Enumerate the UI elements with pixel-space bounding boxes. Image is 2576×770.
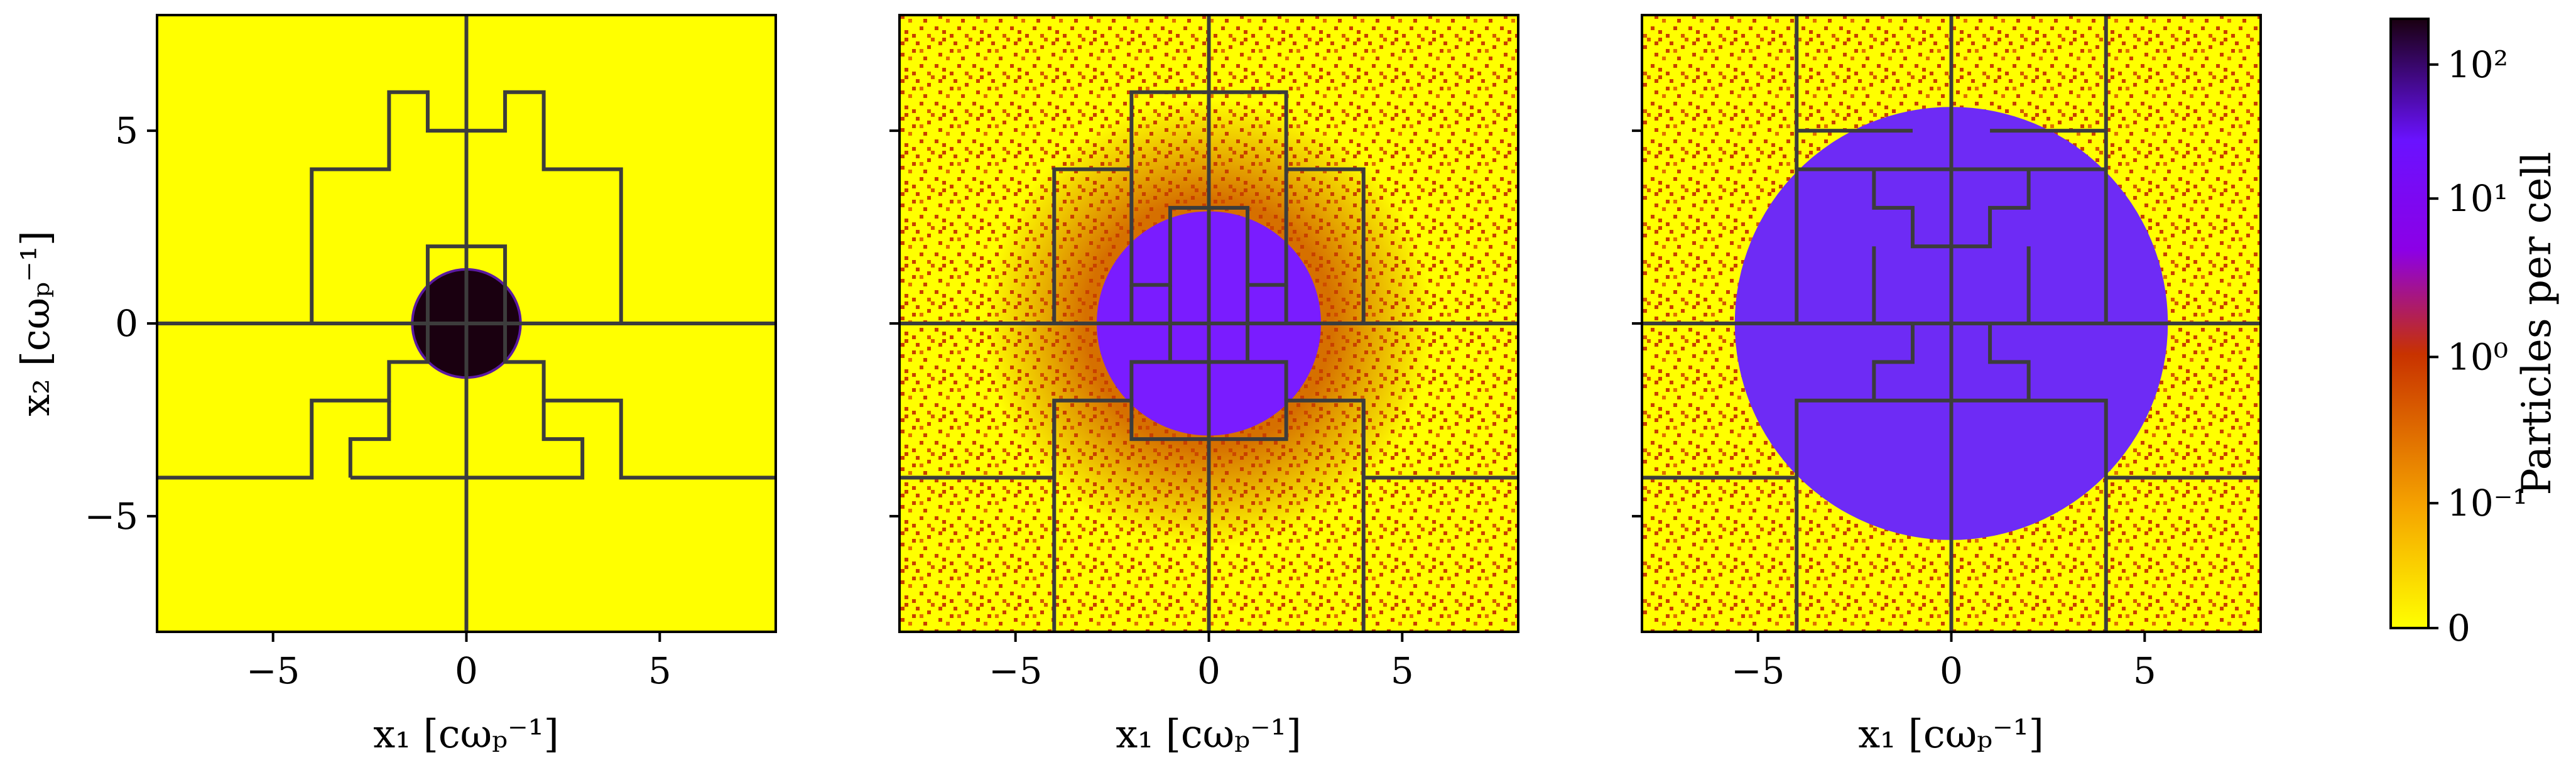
colorbar-tick-label: 10⁰ [2447, 335, 2508, 378]
x-tick-label: 0 [1197, 649, 1220, 692]
x-axis-label-panel-2: x₁ [cωₚ⁻¹] [1116, 711, 1302, 757]
y-tick-label: −5 [85, 495, 139, 538]
y-tick-label: 0 [115, 302, 138, 345]
subdomain-line [310, 90, 623, 323]
x-tick-label: −5 [1731, 649, 1785, 692]
x-tick-label: −5 [246, 649, 300, 692]
x-tick-label: 0 [455, 649, 478, 692]
colorbar-label: Particles per cell [2514, 152, 2560, 496]
panel-2-subdomain-boundaries [899, 15, 1518, 632]
colorbar-tick-label: 0 [2447, 607, 2470, 649]
colorbar: 0 10⁻¹ 10⁰ 10¹ 10² Particles per cell [2389, 18, 2560, 649]
subdomain-line [1795, 167, 2108, 323]
x-axis-label-panel-1: x₁ [cωₚ⁻¹] [373, 711, 559, 757]
x-tick-label: 0 [1940, 649, 1963, 692]
subdomain-line [1129, 360, 1288, 401]
x-tick-label: 5 [1391, 649, 1414, 692]
colorbar-ticks: 0 10⁻¹ 10⁰ 10¹ 10² [2428, 43, 2528, 649]
subdomain-line [1872, 169, 2031, 249]
x-tick-label: 5 [2133, 649, 2156, 692]
subdomain-line [1052, 90, 1366, 323]
panel-2 [898, 14, 1519, 633]
subdomain-line [1129, 169, 1288, 287]
x-tick-label: 5 [648, 649, 671, 692]
x-tick-label: −5 [989, 649, 1043, 692]
subdomain-line [425, 244, 508, 323]
x-axis-label-panel-3: x₁ [cωₚ⁻¹] [1858, 711, 2044, 757]
panel-1 [156, 14, 777, 633]
panel-1-subdomain-boundaries [157, 15, 776, 632]
colorbar-frame [2389, 18, 2430, 629]
subdomain-line [350, 400, 585, 480]
colorbar-tick-label: 10⁻¹ [2447, 482, 2528, 524]
colorbar-gradient [2391, 19, 2428, 628]
subdomain-line [348, 400, 391, 478]
colorbar-tick-label: 10² [2447, 43, 2508, 86]
panel-3 [1641, 14, 2262, 633]
subdomain-line [1872, 323, 1915, 401]
y-axis-label: x₂ [cωₚ⁻¹] [13, 230, 58, 416]
panel-3-subdomain-boundaries [1642, 15, 2261, 632]
subdomain-line [1642, 398, 2261, 480]
y-tick-label: 5 [115, 109, 138, 152]
subdomain-line [1988, 323, 2031, 401]
colorbar-tick-label: 10¹ [2447, 177, 2508, 220]
axis-ticks: −5 0 5 5 0 −5 −5 0 5 −5 0 5 [85, 109, 2156, 692]
